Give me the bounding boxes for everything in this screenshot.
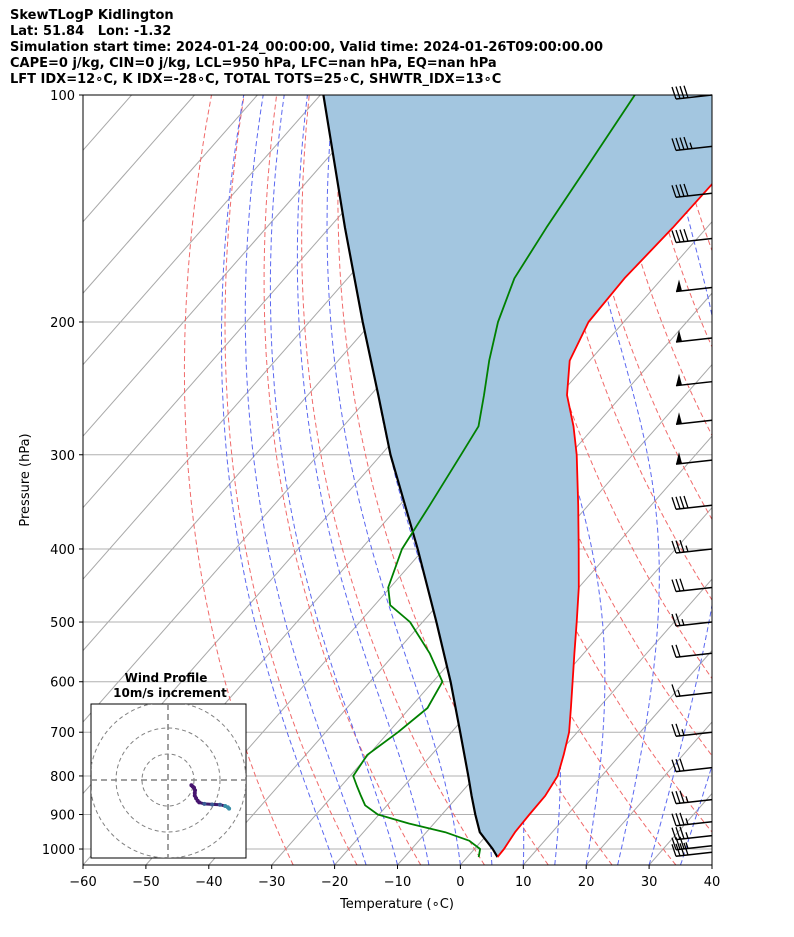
- index-line: LFT IDX=12∘C, K IDX=-28∘C, TOTAL TOTS=25…: [10, 72, 502, 87]
- wind-barb: [671, 578, 713, 593]
- dry-adiabat: [601, 95, 712, 437]
- x-tick-label: 20: [578, 875, 595, 890]
- location-line: Lat: 51.84 Lon: -1.32: [10, 24, 172, 39]
- hodograph-point: [210, 802, 215, 807]
- y-tick-label: 200: [50, 316, 75, 331]
- x-axis-label: Temperature (∘C): [339, 897, 454, 912]
- hodograph-point: [202, 801, 207, 806]
- isotherm-line: [83, 95, 384, 437]
- x-tick-label: −60: [69, 875, 96, 890]
- moist-adiabat: [680, 764, 712, 865]
- wind-barb: [675, 329, 713, 343]
- cape-cin-area: [323, 95, 712, 858]
- dry-adiabat: [732, 95, 794, 865]
- wind-barb: [671, 723, 713, 737]
- moist-adiabat: [244, 95, 367, 865]
- dry-adiabat: [224, 95, 358, 865]
- isotherm-line: [522, 649, 712, 865]
- y-tick-label: 800: [50, 770, 75, 785]
- wind-barbs: [671, 85, 713, 858]
- wind-barb: [675, 373, 713, 387]
- cin-shading: [323, 95, 712, 858]
- isotherm-line: [83, 95, 447, 509]
- time-line: Simulation start time: 2024-01-24_00:00:…: [10, 40, 603, 55]
- wind-barb: [671, 85, 713, 100]
- y-tick-label: 500: [50, 616, 75, 631]
- wind-barb: [671, 136, 713, 152]
- wind-barb: [671, 790, 713, 805]
- inset-title: Wind Profile: [125, 671, 208, 685]
- isotherm-line: [334, 435, 712, 865]
- x-tick-label: 30: [641, 875, 658, 890]
- x-tick-label: 10: [515, 875, 532, 890]
- moist-adiabat: [269, 95, 398, 865]
- moist-adiabat: [221, 95, 336, 865]
- y-tick-label: 900: [50, 809, 75, 824]
- moist-adiabat: [711, 863, 712, 865]
- axis-ticks: −60 −50 −40 −30 −20 −10 0 10 20 30 40 1000 900 800 700…: [42, 89, 720, 890]
- dry-adiabat: [765, 95, 794, 865]
- dry-adiabat: [406, 95, 677, 865]
- wind-barb: [671, 539, 713, 554]
- wind-barb: [671, 228, 713, 244]
- dry-adiabat: [536, 95, 712, 601]
- x-tick-label: −50: [132, 875, 159, 890]
- isotherm-line: [271, 363, 712, 865]
- chart-header: SkewTLogP Kidlington Lat: 51.84 Lon: -1.…: [10, 8, 603, 88]
- moist-adiabat: [296, 95, 430, 865]
- y-tick-label: 300: [50, 449, 75, 464]
- wind-barb: [671, 644, 713, 658]
- wind-barb: [671, 842, 713, 858]
- wind-barb: [675, 279, 713, 293]
- parcel-line: [322, 95, 499, 858]
- wind-barb: [671, 812, 713, 827]
- y-axis-label: Pressure (hPa): [18, 433, 33, 526]
- chart-title: SkewTLogP Kidlington: [10, 8, 174, 23]
- y-tick-label: 700: [50, 726, 75, 741]
- dry-adiabat: [263, 95, 422, 865]
- y-tick-label: 400: [50, 543, 75, 558]
- x-tick-label: −20: [321, 875, 348, 890]
- wind-barb: [671, 758, 713, 773]
- wind-profile-inset: Wind Profile 10m/s increment: [90, 671, 247, 859]
- isotherm-line: [711, 864, 712, 865]
- dewpoint-line: [352, 95, 636, 858]
- isotherm-line: [83, 95, 321, 366]
- x-tick-label: 40: [704, 875, 721, 890]
- wind-barb: [671, 495, 713, 510]
- x-tick-label: −10: [384, 875, 411, 890]
- x-tick-label: −40: [195, 875, 222, 890]
- hodograph-point: [197, 800, 202, 805]
- wind-barb: [671, 684, 713, 698]
- x-tick-label: −30: [258, 875, 285, 890]
- y-tick-label: 100: [50, 89, 75, 104]
- hodograph-point: [227, 806, 232, 811]
- wind-barb: [675, 412, 713, 426]
- inset-subtitle: 10m/s increment: [113, 686, 227, 700]
- moist-adiabat: [648, 95, 712, 865]
- hodograph-point: [218, 802, 222, 807]
- moist-adiabat: [326, 95, 461, 865]
- wind-barb: [675, 452, 713, 465]
- wind-barb: [671, 613, 713, 627]
- cape-line: CAPE=0 j/kg, CIN=0 j/kg, LCL=950 hPa, LF…: [10, 56, 497, 71]
- isotherm-line: [460, 578, 712, 865]
- y-tick-label: 600: [50, 676, 75, 691]
- moist-adiabat: [567, 95, 660, 865]
- isotherm-line: [585, 721, 712, 865]
- temperature-line: [496, 182, 712, 858]
- wind-barb: [671, 183, 713, 199]
- dry-adiabat: [183, 95, 294, 865]
- isotherm-line: [83, 95, 258, 294]
- dry-adiabat: [699, 95, 712, 143]
- profile-lines: [322, 95, 712, 858]
- wind-barb: [671, 826, 713, 841]
- y-tick-label: 1000: [42, 843, 75, 858]
- x-tick-label: 0: [456, 875, 464, 890]
